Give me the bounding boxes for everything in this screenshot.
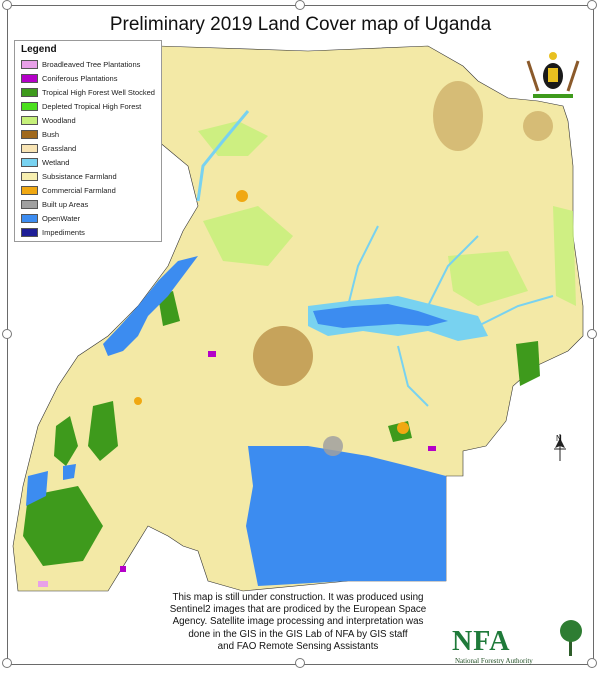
- bush-patch-central: [253, 326, 313, 386]
- legend-swatch: [21, 116, 38, 125]
- legend-label: Tropical High Forest Well Stocked: [42, 88, 155, 97]
- legend-swatch: [21, 228, 38, 237]
- commercial-2: [397, 422, 409, 434]
- resize-handle-right[interactable]: [587, 329, 597, 339]
- legend-swatch: [21, 214, 38, 223]
- bush-patch-north: [433, 81, 483, 151]
- legend-label: Wetland: [42, 158, 70, 167]
- legend-label: Subsistance Farmland: [42, 172, 117, 181]
- lake-edward: [26, 471, 48, 506]
- legend-swatch: [21, 172, 38, 181]
- legend-label: OpenWater: [42, 214, 81, 223]
- legend-label: Woodland: [42, 116, 76, 125]
- legend-item: Impediments: [21, 227, 85, 238]
- resize-handle-top-right[interactable]: [587, 0, 597, 10]
- land-area: [12, 45, 584, 592]
- broadleaved-1: [38, 581, 48, 587]
- resize-handle-top[interactable]: [295, 0, 305, 10]
- legend-swatch: [21, 200, 38, 209]
- legend-item: Broadleaved Tree Plantations: [21, 59, 140, 70]
- nfa-logo-subtitle: National Forestry Authority: [455, 657, 533, 665]
- legend-title: Legend: [21, 44, 57, 55]
- forest-southwest: [23, 486, 103, 566]
- legend-item: Wetland: [21, 157, 69, 168]
- lake-albert: [103, 256, 198, 356]
- legend-swatch: [21, 158, 38, 167]
- map-note: This map is still under construction. It…: [128, 592, 468, 653]
- note-line: done in the GIS in the GIS Lab of NFA by…: [188, 628, 408, 640]
- note-line: This map is still under construction. It…: [172, 592, 424, 603]
- legend-item: OpenWater: [21, 213, 80, 224]
- legend-panel: Legend Broadleaved Tree Plantations Coni…: [14, 40, 162, 242]
- legend-label: Depleted Tropical High Forest: [42, 102, 142, 111]
- lake-victoria: [246, 446, 446, 586]
- coat-of-arms-icon: [526, 52, 580, 98]
- legend-label: Grassland: [42, 144, 77, 153]
- legend-item: Bush: [21, 129, 59, 140]
- legend-label: Broadleaved Tree Plantations: [42, 60, 141, 69]
- forest-west-2: [54, 416, 78, 466]
- resize-handle-bottom-right[interactable]: [587, 658, 597, 668]
- legend-item: Subsistance Farmland: [21, 171, 117, 182]
- legend-swatch: [21, 130, 38, 139]
- legend-label: Coniferous Plantations: [42, 74, 118, 83]
- note-line: Sentinel2 images that are prodiced by th…: [169, 604, 427, 616]
- legend-swatch: [21, 186, 38, 195]
- woodland-east: [553, 206, 576, 306]
- wetland-river-north: [196, 110, 250, 202]
- resize-handle-top-left[interactable]: [2, 0, 12, 10]
- note-line: and FAO Remote Sensing Assistants: [217, 640, 379, 652]
- coniferous-3: [120, 566, 126, 572]
- legend-item: Built up Areas: [21, 199, 88, 210]
- forest-rwenzori: [88, 401, 118, 461]
- legend-swatch: [21, 88, 38, 97]
- map-title: Preliminary 2019 Land Cover map of Ugand…: [109, 14, 492, 35]
- bush-patch-northeast: [523, 111, 553, 141]
- coniferous-1: [208, 351, 216, 357]
- legend-swatch: [21, 74, 38, 83]
- forest-east: [516, 341, 540, 386]
- woodland-northeast: [448, 251, 528, 306]
- woodland-north: [198, 121, 268, 156]
- commercial-3: [134, 397, 142, 405]
- legend-item: Tropical High Forest Well Stocked: [21, 87, 155, 98]
- woodland-west: [203, 206, 293, 266]
- legend-label: Bush: [42, 130, 60, 139]
- nfa-logo-text: NFA: [452, 626, 511, 657]
- coniferous-2: [428, 446, 436, 451]
- map-frame: Preliminary 2019 Land Cover map of Ugand…: [7, 5, 594, 665]
- legend-item: Commercial Farmland: [21, 185, 116, 196]
- lake-kyoga: [313, 304, 448, 328]
- lake-george: [63, 464, 76, 480]
- resize-handle-left[interactable]: [2, 329, 12, 339]
- nfa-tree-icon: [560, 620, 582, 656]
- legend-label: Impediments: [42, 228, 85, 237]
- legend-label: Built up Areas: [42, 200, 89, 209]
- uganda-land-cover-map: [12, 45, 584, 656]
- legend-item: Grassland: [21, 143, 76, 154]
- legend-item: Woodland: [21, 115, 76, 126]
- legend-item: Depleted Tropical High Forest: [21, 101, 141, 112]
- resize-handle-bottom[interactable]: [295, 658, 305, 668]
- note-line: Agency. Satellite image processing and i…: [172, 616, 424, 628]
- legend-label: Commercial Farmland: [42, 186, 116, 195]
- north-arrow-label: N: [556, 434, 562, 443]
- legend-swatch: [21, 102, 38, 111]
- legend-item: Coniferous Plantations: [21, 73, 117, 84]
- wetland-channels: [347, 225, 554, 407]
- legend-swatch: [21, 144, 38, 153]
- legend-swatch: [21, 60, 38, 69]
- north-arrow-icon: [554, 434, 566, 461]
- resize-handle-bottom-left[interactable]: [2, 658, 12, 668]
- commercial-1: [236, 190, 248, 202]
- kampala-built-up: [323, 436, 343, 456]
